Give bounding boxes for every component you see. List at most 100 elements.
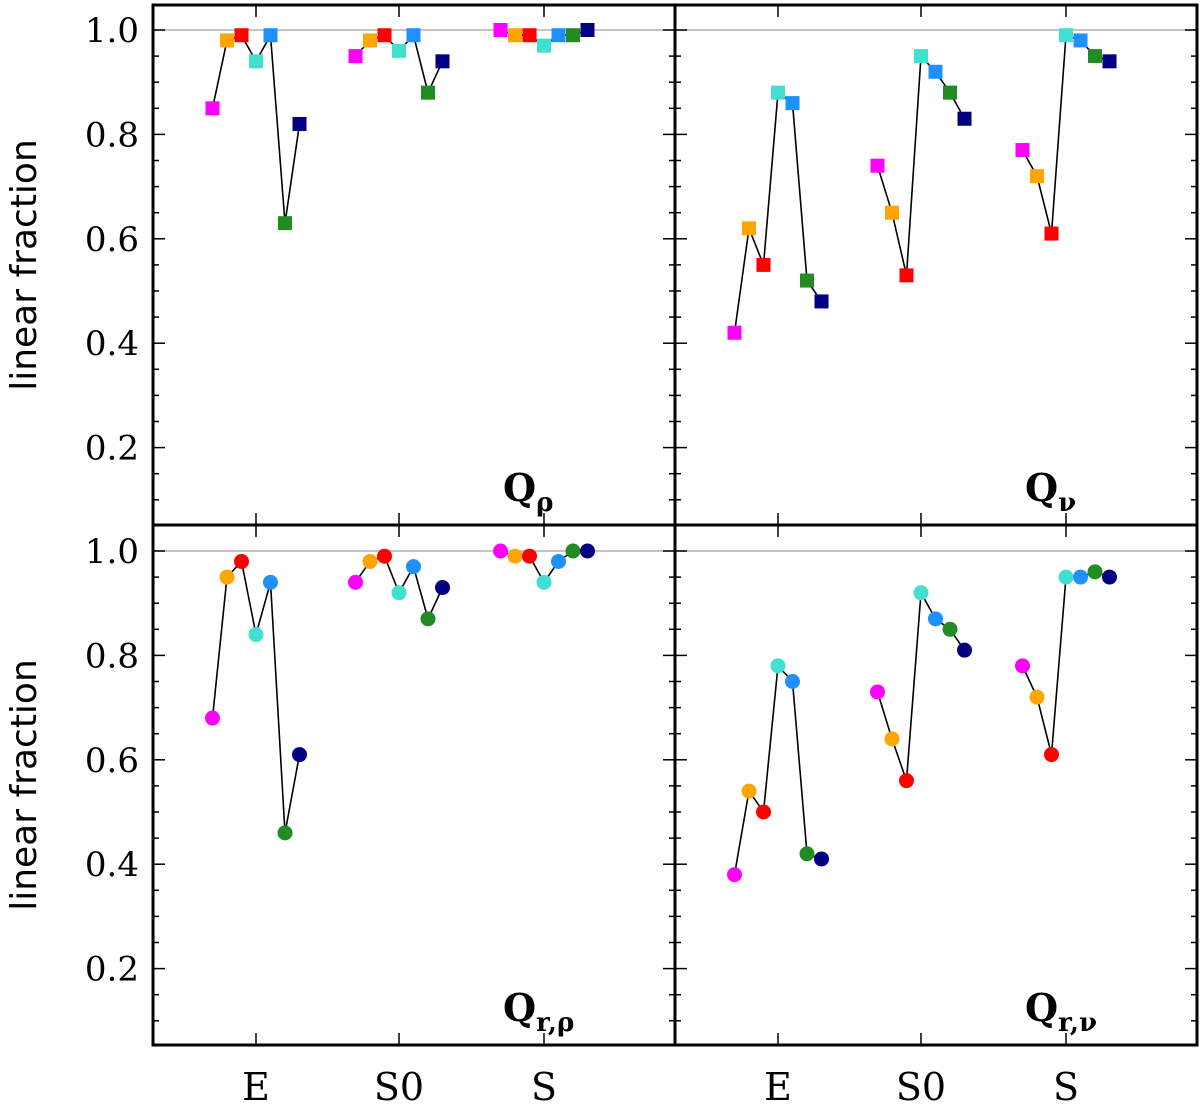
panel-bottom-right: Qr,ν bbox=[675, 525, 1197, 1045]
data-point bbox=[1044, 747, 1059, 763]
data-point bbox=[1073, 33, 1088, 48]
panel-top-left: 0.2 0.4 0.6 0.8 1.0 linear fraction Qρ bbox=[4, 5, 675, 525]
data-point bbox=[957, 111, 972, 126]
y-axis-label: linear fraction bbox=[4, 659, 45, 911]
y-tick-label: 0.4 bbox=[85, 845, 139, 885]
data-point bbox=[420, 611, 436, 627]
panel-label: Qr,ν bbox=[1025, 985, 1097, 1038]
data-point bbox=[785, 674, 800, 689]
data-point bbox=[522, 28, 537, 43]
data-point bbox=[1015, 658, 1030, 674]
data-point bbox=[205, 101, 220, 116]
data-point bbox=[580, 543, 595, 559]
data-point bbox=[234, 553, 249, 569]
data-point bbox=[785, 96, 800, 111]
data-point bbox=[348, 49, 363, 64]
data-point bbox=[507, 548, 523, 564]
panel-label-main: Q bbox=[503, 985, 536, 1030]
data-point bbox=[292, 116, 307, 131]
data-point bbox=[870, 684, 885, 700]
panel-label-main: Q bbox=[1025, 985, 1058, 1030]
data-point bbox=[756, 257, 771, 272]
series-line-S bbox=[1021, 34, 1110, 234]
y-tick-label: 1.0 bbox=[85, 11, 139, 51]
data-point bbox=[277, 825, 293, 841]
y-tick-label: 0.8 bbox=[85, 636, 139, 676]
y-tick-label: 0.2 bbox=[85, 950, 139, 990]
x-tick-label: S0 bbox=[374, 1065, 424, 1109]
data-point bbox=[537, 38, 551, 53]
y-tick-label: 0.6 bbox=[85, 741, 139, 781]
x-tick-label: E bbox=[764, 1065, 792, 1109]
data-point bbox=[814, 294, 829, 309]
panel-label-main: Q bbox=[1025, 465, 1058, 510]
panel-label: Qr,ρ bbox=[503, 985, 574, 1038]
data-point bbox=[536, 574, 552, 590]
data-point bbox=[1030, 169, 1044, 184]
panel-label-subscript: ρ bbox=[536, 488, 553, 518]
data-point bbox=[799, 846, 815, 862]
data-point bbox=[406, 28, 421, 43]
data-point bbox=[263, 574, 278, 590]
series-line-E bbox=[733, 663, 822, 875]
x-tick-label: S bbox=[1053, 1065, 1079, 1109]
panel-label-main: Q bbox=[503, 465, 536, 510]
data-point bbox=[392, 43, 406, 58]
series-line-S bbox=[1021, 571, 1110, 755]
panel-label-subscript: r,ρ bbox=[536, 1008, 574, 1038]
data-point bbox=[1029, 689, 1045, 705]
data-point bbox=[220, 33, 234, 48]
data-point bbox=[263, 28, 278, 43]
data-point bbox=[727, 325, 742, 340]
data-point bbox=[362, 553, 378, 569]
panel-bottom-left: 0.2 0.4 0.6 0.8 1.0 linear fraction Qr,ρ bbox=[4, 525, 675, 1045]
y-tick-label: 0.4 bbox=[85, 324, 139, 364]
data-point bbox=[249, 54, 263, 69]
series-line-E bbox=[733, 91, 823, 333]
data-point bbox=[493, 23, 508, 37]
data-point bbox=[928, 611, 943, 627]
data-point bbox=[899, 268, 914, 283]
data-point bbox=[756, 804, 771, 820]
data-point bbox=[800, 273, 814, 288]
series-line-S0 bbox=[876, 590, 966, 781]
data-point bbox=[391, 585, 407, 601]
data-point bbox=[1044, 226, 1059, 241]
data-point bbox=[1073, 569, 1088, 585]
data-point bbox=[741, 783, 757, 799]
data-point bbox=[913, 585, 929, 601]
data-point bbox=[914, 49, 928, 64]
data-point bbox=[1087, 564, 1103, 580]
panel-top-right: Qν bbox=[675, 5, 1197, 525]
x-tick-label: S bbox=[531, 1065, 557, 1109]
data-point bbox=[957, 642, 972, 658]
panel-label: Qν bbox=[1025, 465, 1076, 518]
data-point bbox=[435, 54, 450, 69]
data-point bbox=[377, 548, 392, 564]
data-point bbox=[522, 548, 537, 564]
y-tick-label: 0.2 bbox=[85, 429, 139, 469]
data-point bbox=[508, 28, 522, 43]
data-point bbox=[928, 64, 943, 79]
data-point bbox=[727, 867, 742, 883]
data-point bbox=[1059, 28, 1073, 43]
data-point bbox=[814, 851, 829, 867]
data-point bbox=[234, 28, 249, 43]
data-point bbox=[363, 33, 377, 48]
data-point bbox=[884, 731, 900, 747]
data-point bbox=[406, 559, 421, 575]
data-point bbox=[742, 221, 756, 236]
data-point bbox=[771, 85, 785, 100]
data-point bbox=[551, 28, 566, 43]
y-tick-label: 0.8 bbox=[85, 115, 139, 155]
data-point bbox=[1088, 49, 1102, 64]
y-axis-label: linear fraction bbox=[4, 139, 45, 391]
data-point bbox=[1102, 54, 1117, 69]
panel-label: Qρ bbox=[503, 465, 553, 518]
data-point bbox=[421, 85, 435, 100]
data-point bbox=[1102, 569, 1117, 585]
panel-label-subscript: r,ν bbox=[1058, 1008, 1097, 1038]
data-point bbox=[1058, 569, 1074, 585]
data-point bbox=[580, 23, 595, 37]
